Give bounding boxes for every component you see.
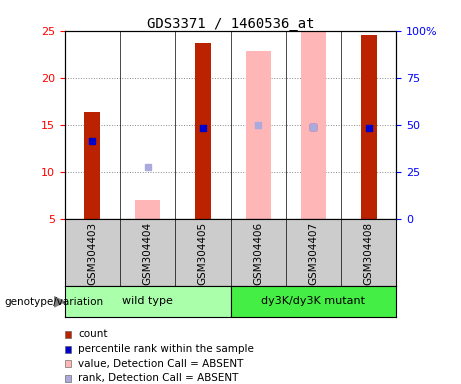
Bar — [135, 200, 160, 219]
Text: GSM304403: GSM304403 — [87, 222, 97, 285]
Text: percentile rank within the sample: percentile rank within the sample — [78, 344, 254, 354]
Bar — [361, 35, 377, 219]
Text: rank, Detection Call = ABSENT: rank, Detection Call = ABSENT — [78, 373, 239, 383]
Text: dy3K/dy3K mutant: dy3K/dy3K mutant — [261, 296, 366, 306]
Text: GSM304404: GSM304404 — [142, 222, 153, 285]
Text: GSM304408: GSM304408 — [364, 222, 374, 285]
Text: GSM304405: GSM304405 — [198, 222, 208, 285]
Text: genotype/variation: genotype/variation — [5, 297, 104, 307]
Bar — [246, 51, 271, 219]
Text: value, Detection Call = ABSENT: value, Detection Call = ABSENT — [78, 359, 244, 369]
Text: count: count — [78, 329, 108, 339]
Bar — [301, 31, 326, 219]
Text: GDS3371 / 1460536_at: GDS3371 / 1460536_at — [147, 17, 314, 31]
Bar — [195, 43, 211, 219]
Text: wild type: wild type — [122, 296, 173, 306]
Text: GSM304406: GSM304406 — [253, 222, 263, 285]
Text: GSM304407: GSM304407 — [308, 222, 319, 285]
Bar — [84, 112, 100, 219]
Polygon shape — [54, 297, 65, 307]
